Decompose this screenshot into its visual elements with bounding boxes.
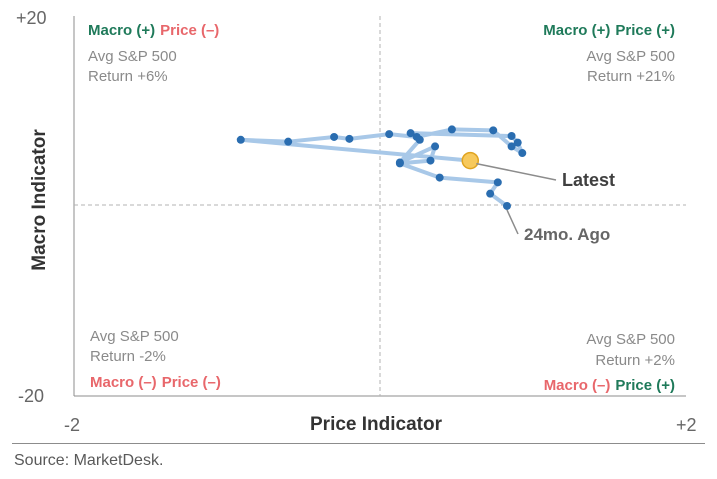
data-point <box>284 137 293 146</box>
quadrant-bottom-left-header: Macro (–) Price (–) <box>90 374 221 391</box>
latest-data-point <box>461 151 480 170</box>
y-axis-title: Macro Indicator <box>29 129 50 271</box>
quadrant-bottom-right-line1: Avg S&P 500 <box>586 331 675 348</box>
data-point <box>426 156 435 165</box>
quadrant-top-right-line2: Return +21% <box>587 68 675 85</box>
data-point <box>330 132 339 141</box>
quadrant-top-left-header: Macro (+) Price (–) <box>88 22 219 39</box>
quadrant-top-left-macro: Macro (+) <box>88 22 155 39</box>
quadrant-bottom-right-macro: Macro (–) <box>544 377 611 394</box>
data-point <box>385 130 394 139</box>
quadrant-bottom-left-line1: Avg S&P 500 <box>90 328 179 345</box>
quadrant-bottom-left-macro: Macro (–) <box>90 374 157 391</box>
quadrant-top-left-line1: Avg S&P 500 <box>88 48 177 65</box>
data-point <box>395 158 404 167</box>
quadrant-top-right-line1: Avg S&P 500 <box>586 48 675 65</box>
x-axis-title: Price Indicator <box>310 414 443 435</box>
quadrant-bottom-left-price: Price (–) <box>162 374 221 391</box>
data-point <box>431 142 440 151</box>
ago-leader-line <box>506 209 519 235</box>
x-tick-label-right: +2 <box>676 415 697 435</box>
quadrant-top-right-macro: Macro (+) <box>543 22 610 39</box>
y-tick-label-top: +20 <box>16 8 47 28</box>
data-point <box>447 125 456 134</box>
data-point <box>435 173 444 182</box>
y-tick-label-bottom: -20 <box>18 386 44 406</box>
quadrant-bottom-right-price: Price (+) <box>615 377 675 394</box>
data-point <box>507 142 516 151</box>
quadrant-bottom-right-line2: Return +2% <box>595 352 675 369</box>
quadrant-top-left-line2: Return +6% <box>88 68 168 85</box>
quadrant-top-right-price: Price (+) <box>615 22 675 39</box>
latest-leader-line <box>476 162 557 181</box>
data-point <box>493 178 502 187</box>
series-layer <box>236 125 527 210</box>
quadrant-top-right-header: Macro (+) Price (+) <box>543 22 675 39</box>
data-point <box>513 138 522 147</box>
data-point <box>236 135 245 144</box>
data-point <box>518 149 527 158</box>
data-point <box>345 134 354 143</box>
data-point <box>406 129 415 138</box>
source-note: Source: MarketDesk. <box>14 452 164 469</box>
data-point <box>502 201 511 210</box>
quadrant-bottom-right-header: Macro (–) Price (+) <box>544 377 675 394</box>
data-point <box>489 126 498 135</box>
data-point <box>507 132 516 141</box>
footer-divider <box>12 443 705 444</box>
ago-label: 24mo. Ago <box>524 225 610 244</box>
data-point <box>412 132 421 141</box>
data-point <box>486 189 495 198</box>
latest-label: Latest <box>562 170 615 190</box>
series-line <box>238 127 525 208</box>
x-tick-label-left: -2 <box>64 415 80 435</box>
quadrant-bottom-left-line2: Return -2% <box>90 348 166 365</box>
quadrant-top-left-price: Price (–) <box>160 22 219 39</box>
